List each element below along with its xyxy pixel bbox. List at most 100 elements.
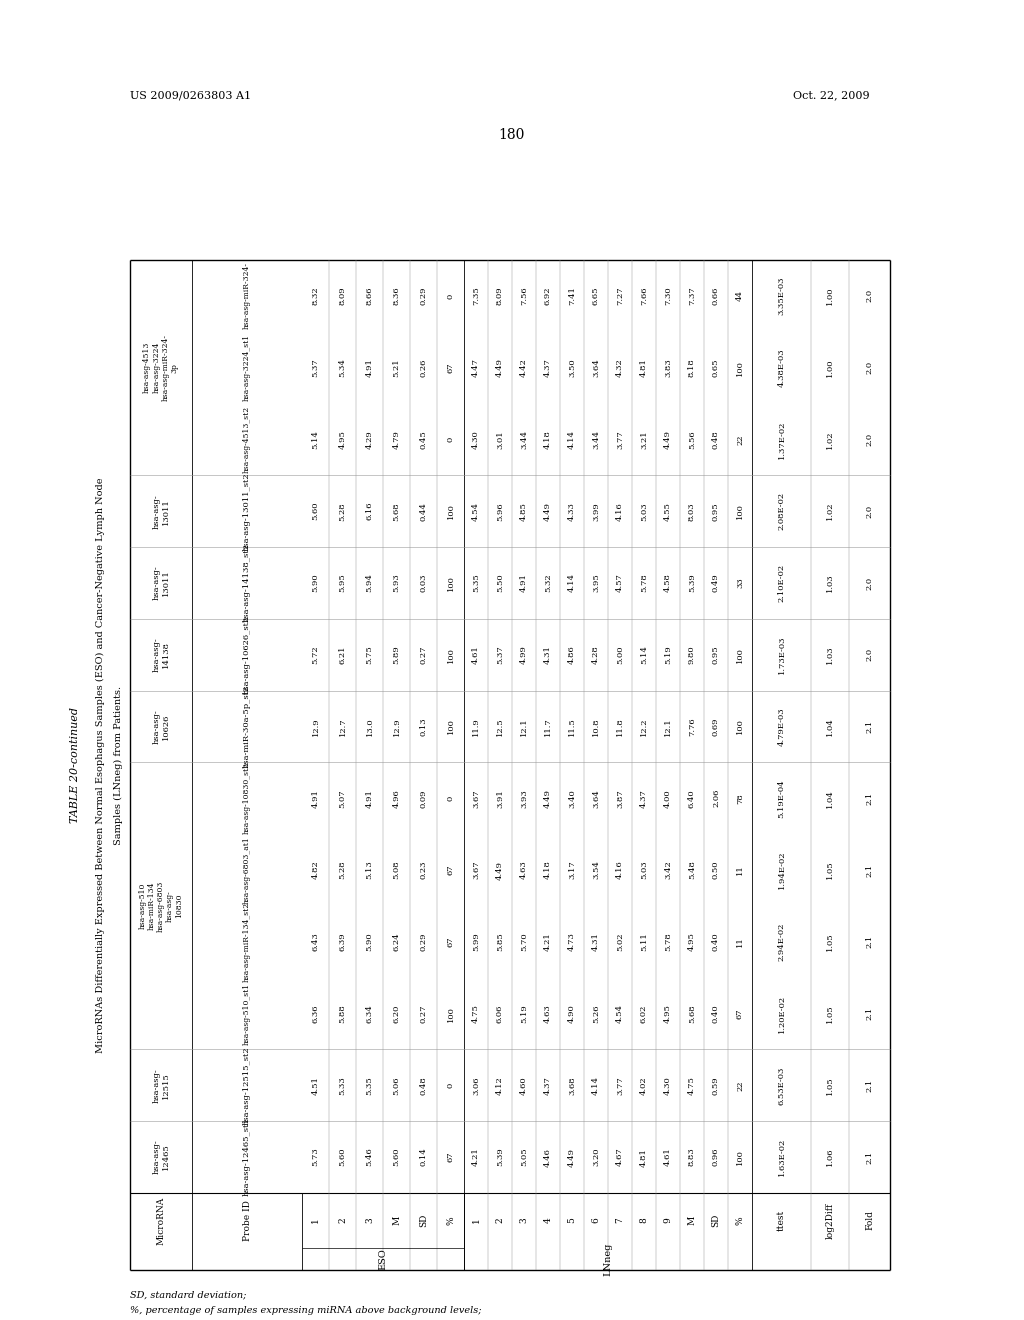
Text: 4.79: 4.79 xyxy=(392,430,400,449)
Text: 3.99: 3.99 xyxy=(592,502,600,520)
Text: 4.42: 4.42 xyxy=(520,358,528,378)
Text: Samples (LNneg) from Patients.: Samples (LNneg) from Patients. xyxy=(114,685,123,845)
Text: 0.45: 0.45 xyxy=(420,430,427,449)
Text: M: M xyxy=(392,1216,401,1225)
Text: 8.83: 8.83 xyxy=(688,1148,696,1167)
Text: 22: 22 xyxy=(736,1080,744,1090)
Text: 6.16: 6.16 xyxy=(366,502,374,520)
Text: 2.0: 2.0 xyxy=(865,504,873,517)
Text: 4.49: 4.49 xyxy=(664,430,672,449)
Text: 7.27: 7.27 xyxy=(616,286,624,305)
Text: 6.24: 6.24 xyxy=(392,932,400,952)
Text: 1.06: 1.06 xyxy=(826,1148,834,1167)
Text: 1.03: 1.03 xyxy=(826,645,834,664)
Text: hsa-asg-510
hsa-miR-134
hsa-asg-6803
hsa-asg-
10830: hsa-asg-510 hsa-miR-134 hsa-asg-6803 hsa… xyxy=(138,880,183,932)
Text: hsa-asg-12465_st1: hsa-asg-12465_st1 xyxy=(243,1118,251,1196)
Text: 4.90: 4.90 xyxy=(568,1005,575,1023)
Text: SD, standard deviation;: SD, standard deviation; xyxy=(130,1290,247,1299)
Text: 100: 100 xyxy=(446,503,455,519)
Text: 6.43: 6.43 xyxy=(311,932,319,952)
Text: 6.40: 6.40 xyxy=(688,789,696,808)
Text: 2.10E-02: 2.10E-02 xyxy=(777,564,785,602)
Text: 0.13: 0.13 xyxy=(420,717,427,735)
Text: 4.91: 4.91 xyxy=(311,789,319,808)
Text: 3.91: 3.91 xyxy=(496,789,504,808)
Text: 5.78: 5.78 xyxy=(664,932,672,952)
Text: 0.40: 0.40 xyxy=(712,1005,720,1023)
Text: 5.28: 5.28 xyxy=(339,861,346,879)
Text: 4.49: 4.49 xyxy=(544,789,552,808)
Text: 5.56: 5.56 xyxy=(688,430,696,449)
Text: 12.9: 12.9 xyxy=(311,717,319,735)
Text: 6.39: 6.39 xyxy=(339,932,346,952)
Text: 67: 67 xyxy=(736,1008,744,1019)
Text: hsa-asg-10626_st2: hsa-asg-10626_st2 xyxy=(243,615,251,694)
Text: 5.88: 5.88 xyxy=(339,1005,346,1023)
Text: 0.48: 0.48 xyxy=(420,1076,427,1094)
Text: 0.23: 0.23 xyxy=(420,861,427,879)
Text: 67: 67 xyxy=(446,1152,455,1163)
Text: 4.30: 4.30 xyxy=(472,430,480,449)
Text: hsa-asg-miR-324-: hsa-asg-miR-324- xyxy=(243,263,251,330)
Text: 4.67: 4.67 xyxy=(616,1148,624,1167)
Text: 3.95: 3.95 xyxy=(592,574,600,593)
Text: 3.44: 3.44 xyxy=(592,430,600,449)
Text: 0.66: 0.66 xyxy=(712,286,720,305)
Text: 4.12: 4.12 xyxy=(496,1076,504,1094)
Text: 4.46: 4.46 xyxy=(544,1147,552,1167)
Text: 100: 100 xyxy=(736,718,744,734)
Text: 4.49: 4.49 xyxy=(568,1147,575,1167)
Text: 5.60: 5.60 xyxy=(339,1148,346,1167)
Text: 4.81: 4.81 xyxy=(640,358,648,378)
Text: 5.93: 5.93 xyxy=(392,574,400,593)
Text: hsa-asg-4513
hsa-asg-3224
hsa-asg-miR-324-
3p: hsa-asg-4513 hsa-asg-3224 hsa-asg-miR-32… xyxy=(143,334,179,401)
Text: 0.50: 0.50 xyxy=(712,861,720,879)
Text: 100: 100 xyxy=(736,1150,744,1166)
Text: TABLE 20-continued: TABLE 20-continued xyxy=(70,708,80,822)
Text: 0.14: 0.14 xyxy=(420,1148,427,1167)
Text: 5.13: 5.13 xyxy=(366,861,374,879)
Text: 3.67: 3.67 xyxy=(472,861,480,879)
Text: 5.48: 5.48 xyxy=(688,861,696,879)
Text: 5.68: 5.68 xyxy=(688,1005,696,1023)
Text: 3.06: 3.06 xyxy=(472,1076,480,1094)
Text: 1.05: 1.05 xyxy=(826,1076,834,1094)
Text: 5.14: 5.14 xyxy=(311,430,319,449)
Text: 3: 3 xyxy=(519,1217,528,1224)
Text: 3.93: 3.93 xyxy=(520,789,528,808)
Text: 10.8: 10.8 xyxy=(592,717,600,735)
Text: 4.29: 4.29 xyxy=(366,430,374,449)
Text: 4.91: 4.91 xyxy=(366,358,374,378)
Text: 4.57: 4.57 xyxy=(616,573,624,593)
Text: 3.44: 3.44 xyxy=(520,430,528,449)
Text: 11: 11 xyxy=(736,936,744,948)
Text: 6: 6 xyxy=(592,1217,600,1224)
Text: 8.18: 8.18 xyxy=(688,358,696,378)
Text: 4.16: 4.16 xyxy=(616,502,624,520)
Text: 4.95: 4.95 xyxy=(688,932,696,952)
Text: 9: 9 xyxy=(664,1217,673,1224)
Text: 0.29: 0.29 xyxy=(420,932,427,950)
Text: 4.37: 4.37 xyxy=(544,1076,552,1094)
Text: hsa-asg-6803_at1: hsa-asg-6803_at1 xyxy=(243,836,251,904)
Text: 0.27: 0.27 xyxy=(420,645,427,664)
Text: 4.28: 4.28 xyxy=(592,645,600,664)
Text: 8.09: 8.09 xyxy=(496,286,504,305)
Text: 5.19E-04: 5.19E-04 xyxy=(777,779,785,817)
Text: 12.1: 12.1 xyxy=(520,717,528,735)
Text: 2.1: 2.1 xyxy=(865,935,873,949)
Text: 5.19: 5.19 xyxy=(520,1005,528,1023)
Text: hsa-asg-
13011: hsa-asg- 13011 xyxy=(153,494,170,528)
Text: 4.38E-03: 4.38E-03 xyxy=(777,348,785,387)
Text: 4.51: 4.51 xyxy=(311,1076,319,1094)
Text: 6.34: 6.34 xyxy=(366,1005,374,1023)
Text: 1.63E-02: 1.63E-02 xyxy=(777,1138,785,1176)
Text: hsa-asg-miR-134_st2: hsa-asg-miR-134_st2 xyxy=(243,902,251,982)
Text: 5.37: 5.37 xyxy=(496,645,504,664)
Text: 4.14: 4.14 xyxy=(568,430,575,449)
Text: 0.48: 0.48 xyxy=(712,430,720,449)
Text: hsa-asg-
10626: hsa-asg- 10626 xyxy=(153,709,170,744)
Text: 1.02: 1.02 xyxy=(826,502,834,520)
Text: 1.04: 1.04 xyxy=(826,789,834,808)
Text: 5.39: 5.39 xyxy=(688,574,696,593)
